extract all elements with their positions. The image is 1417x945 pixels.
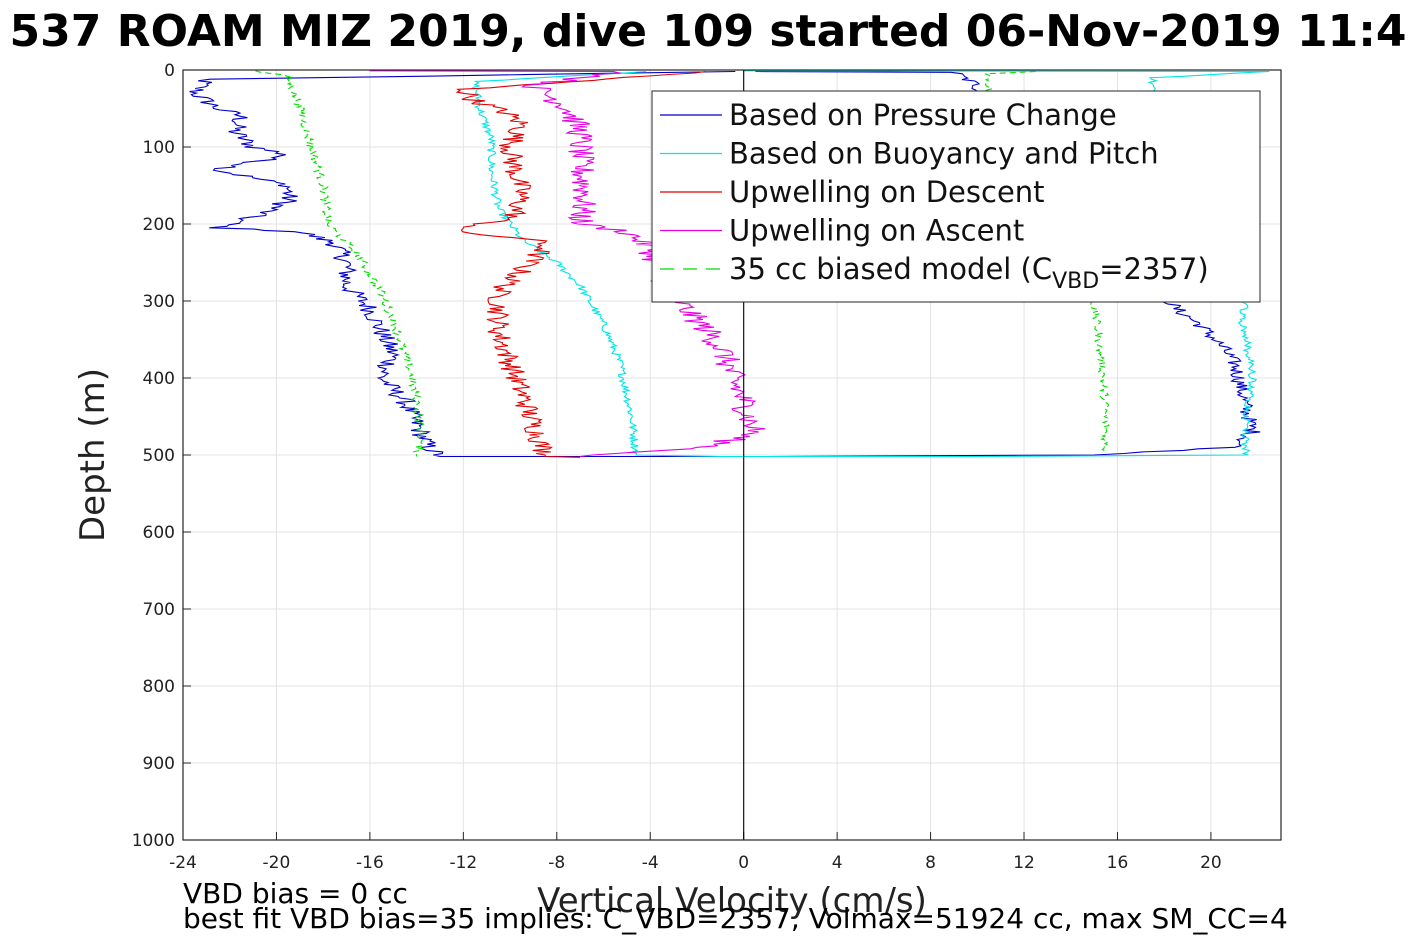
legend-label: Based on Buoyancy and Pitch [729, 137, 1159, 171]
y-tick-label: 700 [143, 600, 175, 620]
legend-label: Upwelling on Ascent [729, 214, 1024, 248]
y-axis-label: Depth (m) [73, 368, 113, 542]
footer-line-2: best fit VBD bias=35 implies: C_VBD=2357… [183, 902, 1288, 935]
x-tick-label: -16 [356, 853, 384, 873]
legend-label: Upwelling on Descent [729, 175, 1045, 209]
y-tick-label: 600 [143, 523, 175, 543]
legend: Based on Pressure Change Based on Buoyanc… [651, 90, 1261, 303]
legend-label: 35 cc biased model (CVBD=2357) [729, 252, 1209, 294]
legend-label-end: =2357) [1099, 252, 1208, 286]
legend-label-main: 35 cc biased model (C [729, 252, 1052, 286]
plot-frame [182, 69, 1282, 841]
series-line-3 [455, 70, 706, 458]
y-tick-label: 900 [143, 754, 175, 774]
y-tick-label: 0 [164, 61, 175, 81]
x-axis-label: Vertical Velocity (cm/s) [537, 881, 927, 921]
x-tick-label: -4 [642, 853, 659, 873]
x-tick-label: 8 [925, 853, 936, 873]
legend-label-subscript: VBD [1052, 269, 1099, 294]
y-tick-label: 100 [143, 138, 175, 158]
x-tick-label: 20 [1200, 853, 1222, 873]
y-tick-label: 400 [143, 369, 175, 389]
x-tick-label: -20 [263, 853, 291, 873]
x-tick-label: 12 [1013, 853, 1035, 873]
y-tick-label: 1000 [132, 831, 175, 851]
y-tick-label: 300 [143, 292, 175, 312]
y-tick-label: 500 [143, 446, 175, 466]
chart-title: 537 ROAM MIZ 2019, dive 109 started 06-N… [10, 6, 1407, 57]
x-tick-label: 4 [832, 853, 843, 873]
x-tick-label: -12 [449, 853, 477, 873]
y-tick-label: 800 [143, 677, 175, 697]
series-line-5 [255, 70, 427, 457]
x-tick-label: -8 [548, 853, 565, 873]
y-tick-labels: 0 100 200 300 400 500 600 700 800 900 1000 [132, 61, 175, 851]
y-tick-label: 200 [143, 215, 175, 235]
x-tick-label: 0 [738, 853, 749, 873]
x-tick-label: -24 [169, 853, 197, 873]
legend-box [651, 90, 1261, 303]
legend-label: Based on Pressure Change [729, 98, 1117, 132]
footer-line-1: VBD bias = 0 cc [183, 877, 408, 910]
x-tick-label: 16 [1107, 853, 1129, 873]
series-line-0 [189, 70, 744, 458]
x-tick-labels: -24 -20 -16 -12 -8 -4 0 4 8 12 16 20 [169, 853, 1222, 873]
